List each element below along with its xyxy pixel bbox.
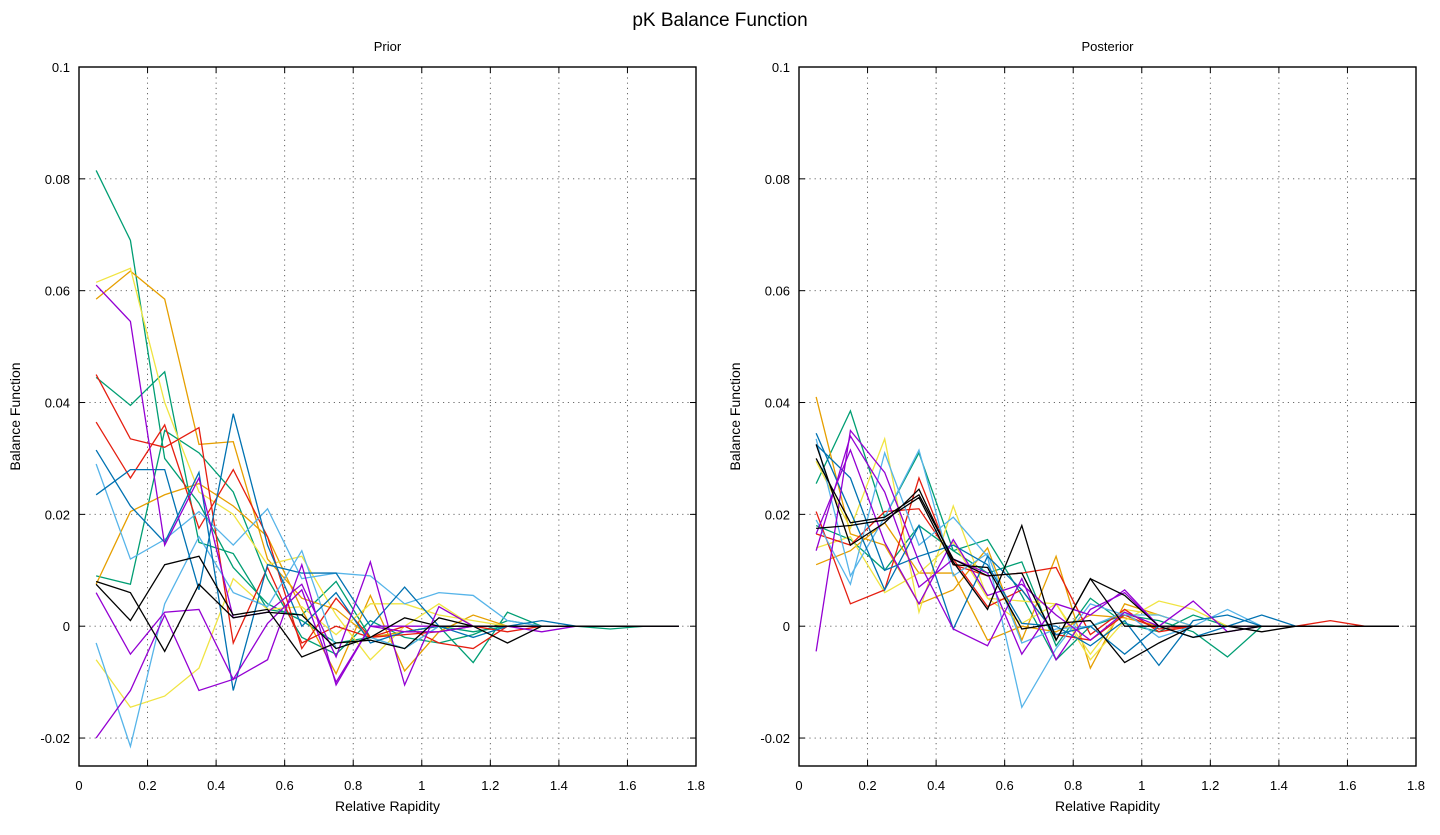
prior-x-tick-label: 0.4 [207, 778, 225, 793]
posterior-y-tick-label: -0.02 [760, 731, 790, 746]
prior-series-line-4 [95, 270, 679, 639]
prior-series-line-14 [95, 284, 679, 687]
posterior-ticks: 0 0.2 0.4 0.6 0.8 1 1.2 1.4 1.6 1.8 -0.02 0 0.02 0.04… [760, 60, 1425, 793]
prior-grid [79, 67, 696, 766]
prior-x-tick-label: 1.6 [618, 778, 636, 793]
posterior-y-tick-label: 0.1 [772, 60, 790, 75]
posterior-series-line-7 [815, 476, 1399, 636]
posterior-x-tick-label: 1.8 [1407, 778, 1425, 793]
posterior-x-tick-label: 0.6 [996, 778, 1014, 793]
prior-panel: 0 0.2 0.4 0.6 0.8 1 1.2 1.4 1.6 1.8 -0.02 0 0.02 0.04… [7, 39, 705, 814]
prior-series-lines [95, 170, 679, 749]
posterior-y-axis-label: Balance Function [727, 362, 743, 470]
prior-x-tick-label: 1.8 [687, 778, 705, 793]
posterior-y-tick-label: 0.04 [765, 396, 790, 411]
prior-y-tick-label: 0.06 [45, 284, 70, 299]
prior-x-tick-label: 1.4 [550, 778, 568, 793]
posterior-x-tick-label: 0.2 [859, 778, 877, 793]
prior-y-tick-label: 0.08 [45, 172, 70, 187]
prior-y-tick-label: -0.02 [40, 731, 70, 746]
prior-x-tick-label: 0 [75, 778, 82, 793]
posterior-x-tick-label: 0.8 [1064, 778, 1082, 793]
prior-y-tick-label: 0.02 [45, 507, 70, 522]
prior-series-line-16 [95, 562, 679, 739]
posterior-x-tick-label: 1 [1138, 778, 1145, 793]
posterior-y-tick-label: 0.08 [765, 172, 790, 187]
prior-ticks: 0 0.2 0.4 0.6 0.8 1 1.2 1.4 1.6 1.8 -0.02 0 0.02 0.04… [40, 60, 705, 793]
prior-plot-frame [78, 66, 697, 767]
posterior-series-lines [815, 396, 1399, 710]
posterior-x-axis-label: Relative Rapidity [1055, 798, 1160, 814]
posterior-y-tick-label: 0.02 [765, 507, 790, 522]
posterior-x-tick-label: 0 [795, 778, 802, 793]
prior-y-tick-label: 0 [63, 619, 70, 634]
prior-series-line-11 [95, 535, 679, 749]
prior-y-tick-label: 0.04 [45, 396, 70, 411]
posterior-series-line-10 [815, 438, 1399, 644]
prior-y-tick-label: 0.1 [52, 60, 70, 75]
prior-series-line-5 [95, 482, 679, 676]
prior-x-tick-label: 0.6 [276, 778, 294, 793]
prior-series-line-1 [95, 170, 679, 644]
prior-x-tick-label: 0.2 [139, 778, 157, 793]
posterior-plot-frame [798, 66, 1417, 767]
posterior-y-tick-label: 0 [783, 619, 790, 634]
prior-series-line-12 [95, 449, 679, 691]
prior-series-line-18 [95, 580, 679, 653]
posterior-x-tick-label: 0.4 [927, 778, 945, 793]
posterior-panel: 0 0.2 0.4 0.6 0.8 1 1.2 1.4 1.6 1.8 -0.02 0 0.02 0.04… [727, 39, 1425, 814]
prior-x-tick-label: 1.2 [481, 778, 499, 793]
posterior-series-line-18 [815, 458, 1399, 642]
posterior-series-line-9 [815, 450, 1399, 710]
posterior-x-tick-label: 1.6 [1338, 778, 1356, 793]
posterior-y-tick-label: 0.06 [765, 284, 790, 299]
prior-x-tick-label: 1 [418, 778, 425, 793]
prior-x-tick-label: 0.8 [344, 778, 362, 793]
prior-series-line-2 [95, 370, 679, 664]
posterior-x-tick-label: 1.2 [1201, 778, 1219, 793]
prior-panel-title: Prior [374, 39, 402, 54]
figure-title: pK Balance Function [632, 10, 807, 31]
posterior-panel-title: Posterior [1081, 39, 1134, 54]
posterior-x-tick-label: 1.4 [1270, 778, 1288, 793]
posterior-grid [799, 67, 1416, 766]
prior-x-axis-label: Relative Rapidity [335, 798, 440, 814]
prior-series-line-13 [95, 413, 679, 644]
prior-y-axis-label: Balance Function [7, 362, 23, 470]
